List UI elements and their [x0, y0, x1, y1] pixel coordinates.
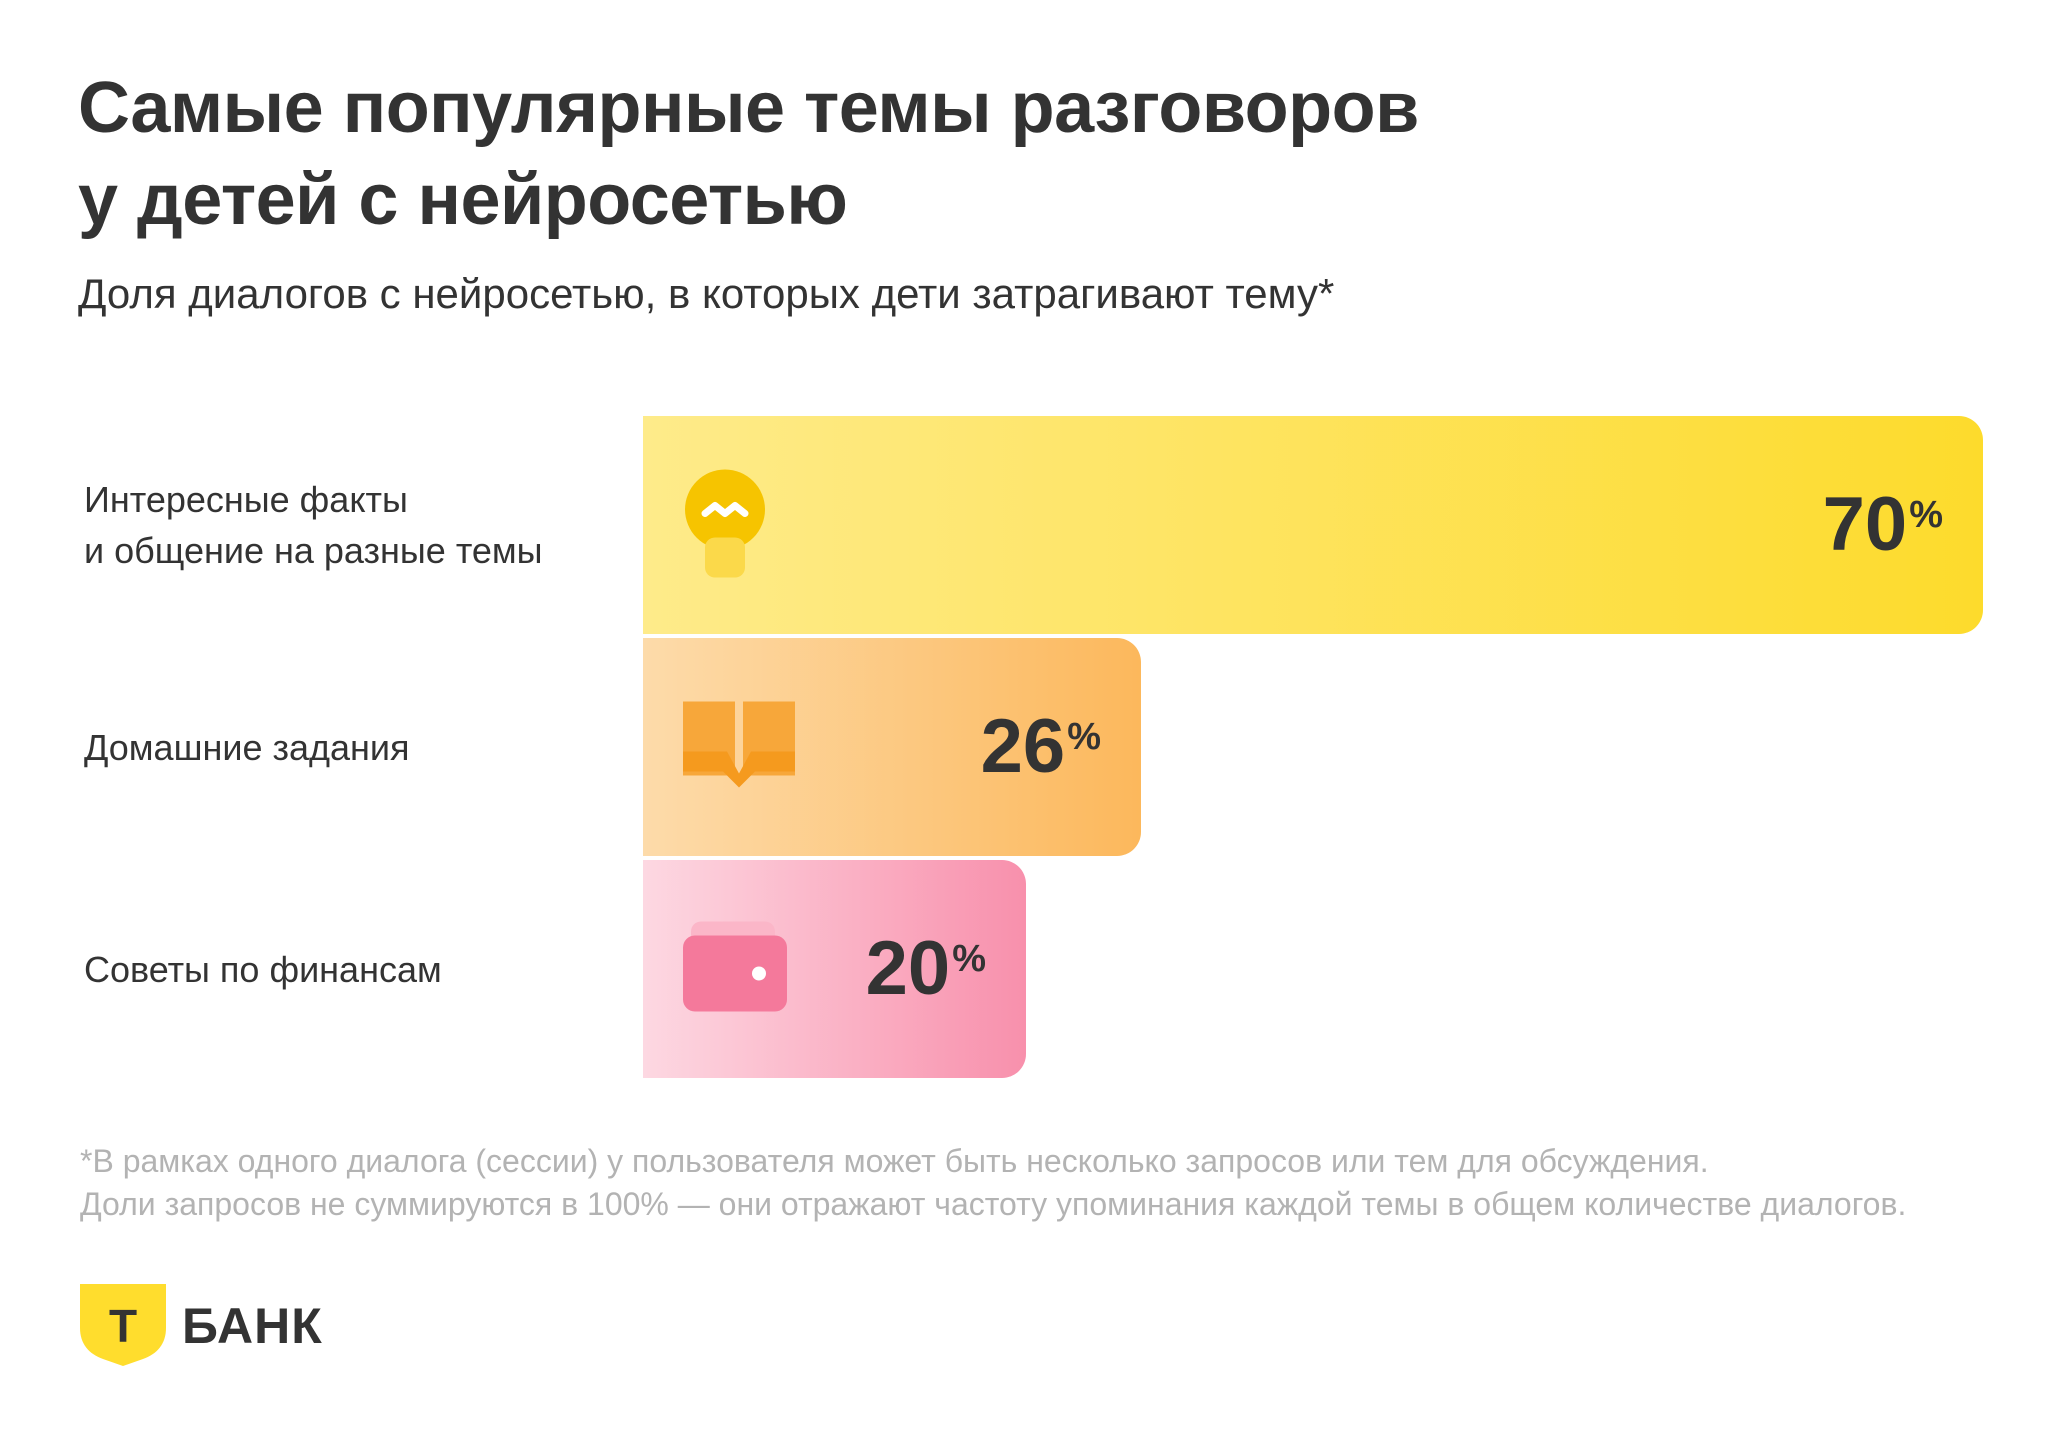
bar: 70%: [643, 416, 1983, 634]
footnote-line-1: *В рамках одного диалога (сессии) у поль…: [80, 1143, 1709, 1179]
chart-row: Домашние задания 26%: [0, 638, 2048, 856]
category-label-line: Домашние задания: [84, 726, 410, 768]
data-label: 70%: [1823, 487, 1943, 563]
shield-icon: Т: [80, 1284, 166, 1366]
lightbulb-icon: [683, 468, 767, 583]
chart-row: Интересные факты и общение на разные темы…: [0, 416, 2048, 634]
data-label-value: 20: [865, 926, 951, 1011]
data-label: 26%: [981, 709, 1101, 785]
bar: 26%: [643, 638, 1141, 856]
data-label-unit: %: [1909, 494, 1943, 536]
data-label-value: 70: [1822, 482, 1908, 567]
category-label: Домашние задания: [84, 722, 644, 773]
footnote-line-2: Доли запросов не суммируются в 100% — он…: [80, 1186, 1907, 1222]
data-label: 20%: [866, 931, 986, 1007]
bar-chart: Интересные факты и общение на разные темы…: [0, 416, 2048, 1078]
brand-logo: Т БАНК: [80, 1284, 322, 1370]
data-label-unit: %: [1067, 716, 1101, 758]
category-label-line: Советы по финансам: [84, 948, 442, 990]
data-label-unit: %: [952, 938, 986, 980]
category-label: Интересные факты и общение на разные темы: [84, 474, 644, 576]
wallet-icon: [683, 921, 787, 1017]
chart-row: Советы по финансам 20%: [0, 860, 2048, 1078]
brand-name: БАНК: [182, 1298, 323, 1354]
title-line-2: у детей с нейросетью: [78, 160, 848, 240]
shield-letter: Т: [109, 1300, 137, 1352]
category-label: Советы по финансам: [84, 944, 644, 995]
bar: 20%: [643, 860, 1026, 1078]
title-line-1: Самые популярные темы разговоров: [78, 68, 1419, 148]
data-label-value: 26: [980, 704, 1066, 789]
page-subtitle: Доля диалогов с нейросетью, в которых де…: [78, 270, 1335, 317]
category-label-line: Интересные факты: [84, 479, 408, 520]
footnote: *В рамках одного диалога (сессии) у поль…: [80, 1140, 1980, 1226]
category-label-line: и общение на разные темы: [84, 530, 543, 571]
page-title: Самые популярные темы разговоров у детей…: [78, 62, 1778, 246]
book-icon: [683, 701, 795, 793]
